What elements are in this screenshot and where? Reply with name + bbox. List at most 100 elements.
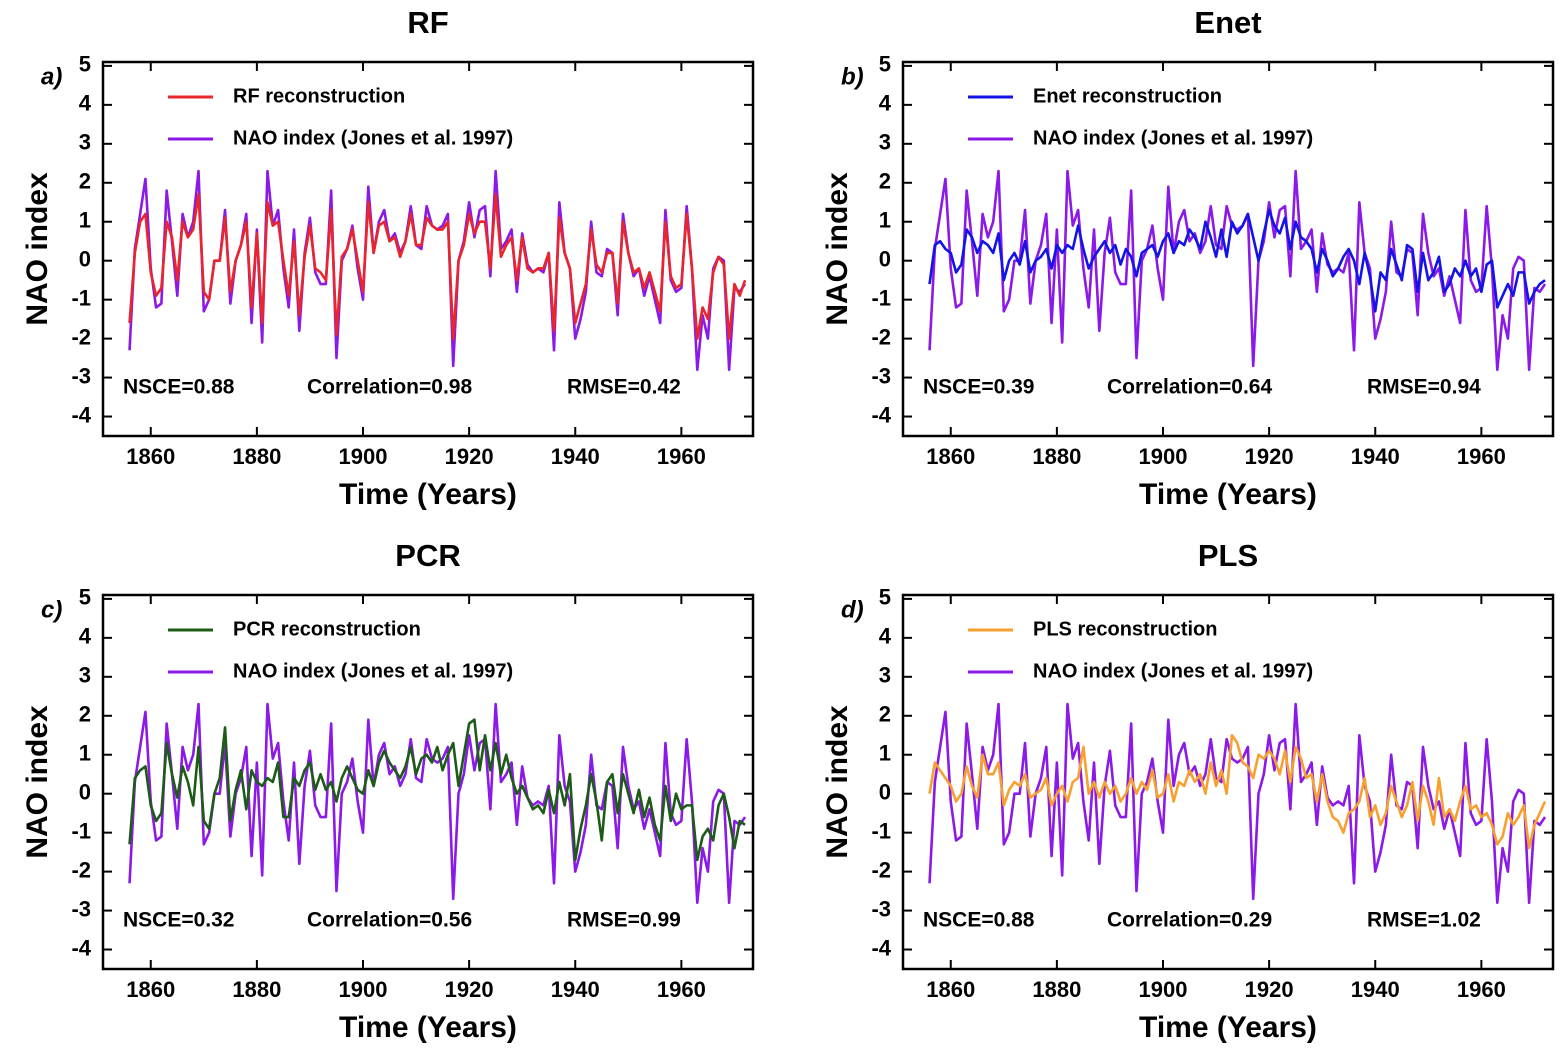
annotation: RMSE=0.42 bbox=[567, 376, 681, 399]
y-tick-label: 5 bbox=[79, 52, 91, 77]
y-tick-label: 4 bbox=[79, 624, 92, 649]
y-tick-label: -4 bbox=[71, 402, 91, 427]
annotation: RMSE=0.99 bbox=[567, 909, 681, 932]
legend-label: RF reconstruction bbox=[233, 85, 405, 107]
y-tick-label: 4 bbox=[879, 91, 892, 116]
x-tick-label: 1900 bbox=[339, 444, 388, 469]
y-tick-label: 5 bbox=[79, 585, 91, 610]
x-tick-label: 1860 bbox=[126, 444, 175, 469]
legend-label: PCR reconstruction bbox=[233, 618, 421, 640]
panel-label: c) bbox=[41, 596, 62, 623]
y-axis-label: NAO index bbox=[21, 705, 54, 859]
y-tick-label: 0 bbox=[79, 780, 91, 805]
x-axis-label: Time (Years) bbox=[339, 1011, 517, 1044]
x-tick-label: 1900 bbox=[1139, 977, 1188, 1002]
annotation: Correlation=0.56 bbox=[307, 909, 472, 932]
y-tick-label: 1 bbox=[879, 208, 891, 233]
legend-label: NAO index (Jones et al. 1997) bbox=[1033, 127, 1313, 149]
y-tick-label: -4 bbox=[871, 402, 891, 427]
x-tick-label: 1940 bbox=[1351, 977, 1400, 1002]
y-tick-label: 3 bbox=[79, 130, 91, 155]
y-tick-label: 3 bbox=[79, 663, 91, 688]
panel: Enet b) Time (Years) NAO index -4 -3 -2 -1 0 1 2 3 4… bbox=[821, 5, 1555, 511]
plot-frame bbox=[901, 60, 1555, 438]
panel: PLS d) Time (Years) NAO index -4 -3 -2 -1 0 1 2 3 4 5… bbox=[821, 538, 1555, 1044]
series-line bbox=[928, 733, 1547, 850]
y-tick-label: 2 bbox=[879, 702, 891, 727]
y-tick-label: -1 bbox=[71, 818, 91, 843]
panel-label: b) bbox=[841, 63, 864, 90]
x-axis-label: Time (Years) bbox=[1139, 478, 1317, 511]
legend-label: PLS reconstruction bbox=[1033, 618, 1217, 640]
legend-label: NAO index (Jones et al. 1997) bbox=[1033, 660, 1313, 682]
panel-label: a) bbox=[41, 63, 62, 90]
y-tick-label: 4 bbox=[879, 624, 892, 649]
panel-title: RF bbox=[407, 5, 448, 40]
y-tick-label: -1 bbox=[871, 285, 891, 310]
series-line bbox=[928, 208, 1546, 313]
x-tick-label: 1940 bbox=[551, 444, 600, 469]
y-tick-label: 2 bbox=[79, 169, 91, 194]
y-tick-label: 3 bbox=[879, 663, 891, 688]
annotation: NSCE=0.88 bbox=[123, 376, 235, 399]
y-tick-label: 2 bbox=[879, 169, 891, 194]
x-tick-label: 1880 bbox=[1032, 977, 1081, 1002]
panel-title: PCR bbox=[395, 538, 460, 573]
y-tick-label: -4 bbox=[71, 935, 91, 960]
y-tick-label: -3 bbox=[71, 896, 91, 921]
y-tick-label: -2 bbox=[71, 324, 91, 349]
panel: PCR c) Time (Years) NAO index -4 -3 -2 -1 0 1 2 3 4 5… bbox=[21, 538, 755, 1044]
y-tick-label: -2 bbox=[871, 324, 891, 349]
x-tick-label: 1940 bbox=[1351, 444, 1400, 469]
y-tick-label: 4 bbox=[79, 91, 92, 116]
x-tick-label: 1920 bbox=[1245, 977, 1294, 1002]
panel-title: Enet bbox=[1194, 5, 1261, 40]
y-tick-label: -1 bbox=[71, 285, 91, 310]
panel-label: d) bbox=[841, 596, 864, 623]
plot-frame bbox=[901, 593, 1555, 971]
annotation: Correlation=0.64 bbox=[1107, 376, 1272, 399]
y-tick-label: -3 bbox=[871, 363, 891, 388]
y-tick-label: 5 bbox=[879, 52, 891, 77]
y-tick-label: 3 bbox=[879, 130, 891, 155]
x-tick-label: 1900 bbox=[1139, 444, 1188, 469]
y-tick-label: 0 bbox=[879, 247, 891, 272]
y-tick-label: 1 bbox=[879, 741, 891, 766]
x-tick-label: 1880 bbox=[232, 977, 281, 1002]
annotation: NSCE=0.32 bbox=[123, 909, 234, 932]
series-line bbox=[128, 193, 747, 340]
x-tick-label: 1900 bbox=[339, 977, 388, 1002]
series-line bbox=[128, 169, 747, 372]
annotation: Correlation=0.29 bbox=[1107, 909, 1272, 932]
annotation: RMSE=0.94 bbox=[1367, 376, 1481, 399]
series-line bbox=[928, 169, 1547, 372]
y-tick-label: 0 bbox=[79, 247, 91, 272]
y-tick-label: -3 bbox=[71, 363, 91, 388]
y-tick-label: -3 bbox=[871, 896, 891, 921]
x-tick-label: 1880 bbox=[232, 444, 281, 469]
x-tick-label: 1960 bbox=[1457, 977, 1506, 1002]
y-tick-label: 1 bbox=[79, 741, 91, 766]
plot-frame bbox=[101, 60, 755, 438]
x-tick-label: 1920 bbox=[445, 977, 494, 1002]
y-tick-label: 2 bbox=[79, 702, 91, 727]
x-tick-label: 1960 bbox=[1457, 444, 1506, 469]
y-tick-label: 0 bbox=[879, 780, 891, 805]
x-tick-label: 1960 bbox=[657, 977, 706, 1002]
x-tick-label: 1860 bbox=[926, 977, 975, 1002]
x-tick-label: 1920 bbox=[1245, 444, 1294, 469]
legend-label: Enet reconstruction bbox=[1033, 85, 1222, 107]
legend-label: NAO index (Jones et al. 1997) bbox=[233, 127, 513, 149]
y-tick-label: -2 bbox=[871, 857, 891, 882]
y-axis-label: NAO index bbox=[821, 705, 854, 859]
y-tick-label: -1 bbox=[871, 818, 891, 843]
x-tick-label: 1920 bbox=[445, 444, 494, 469]
panel-title: PLS bbox=[1198, 538, 1258, 573]
x-tick-label: 1860 bbox=[126, 977, 175, 1002]
annotation: NSCE=0.88 bbox=[923, 909, 1035, 932]
y-axis-label: NAO index bbox=[821, 172, 854, 326]
x-axis-label: Time (Years) bbox=[339, 478, 517, 511]
x-tick-label: 1960 bbox=[657, 444, 706, 469]
x-tick-label: 1880 bbox=[1032, 444, 1081, 469]
